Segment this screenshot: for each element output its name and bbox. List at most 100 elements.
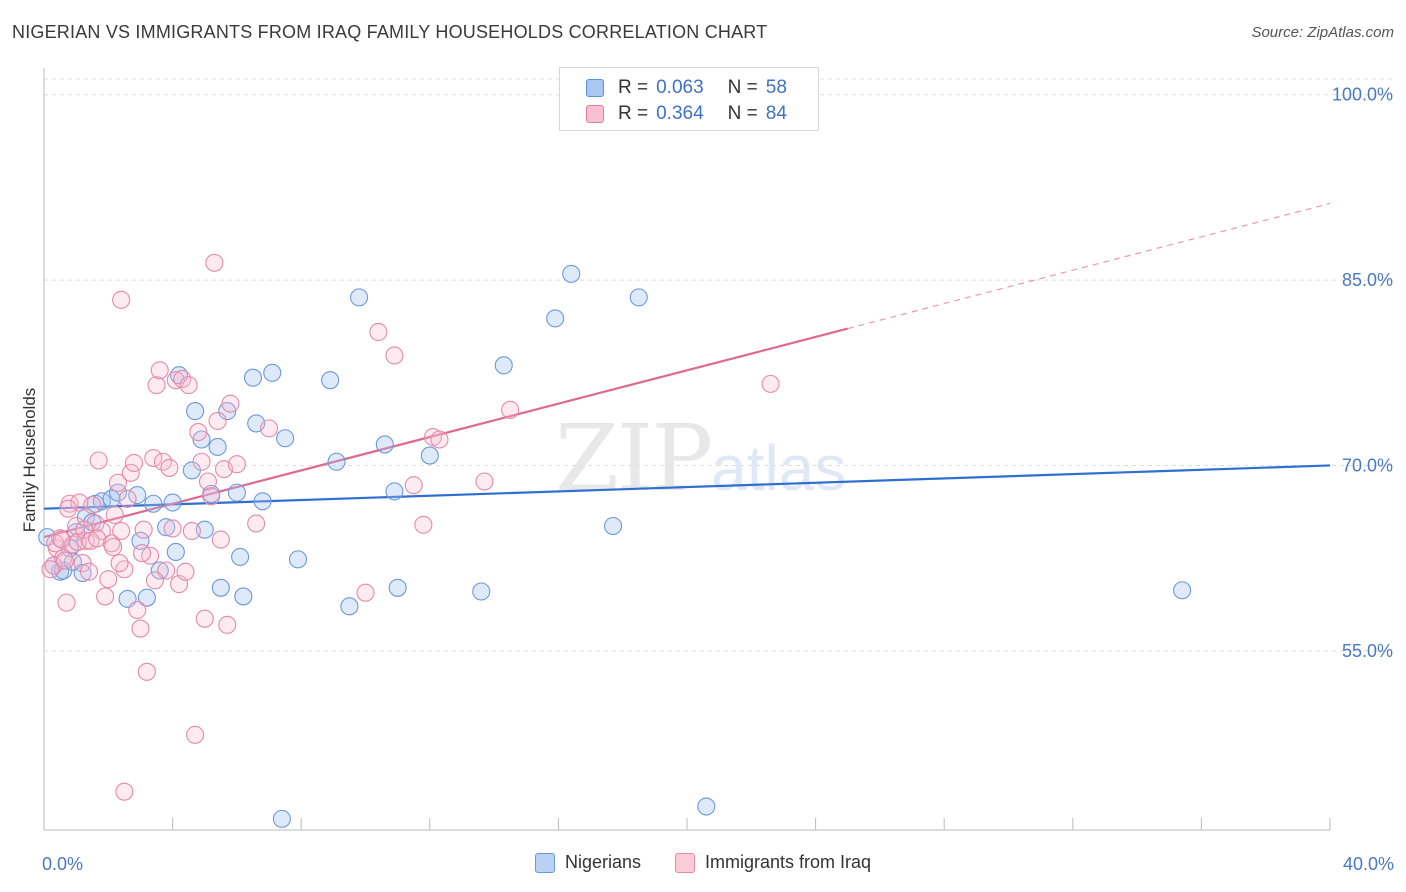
point-nigerians	[108, 483, 127, 502]
point-nigerians	[211, 578, 230, 597]
point-nigerians	[157, 518, 176, 537]
point-iraq	[430, 430, 449, 449]
point-nigerians	[1173, 581, 1192, 600]
point-iraq	[198, 472, 218, 491]
point-iraq	[192, 452, 211, 471]
point-iraq	[202, 487, 221, 506]
watermark-zip: ZIP	[555, 405, 713, 512]
point-iraq	[115, 782, 134, 801]
point-iraq	[163, 519, 182, 538]
point-iraq	[99, 570, 118, 589]
point-iraq	[475, 472, 494, 491]
y-tick-label: 70.0%	[1342, 455, 1393, 475]
point-nigerians	[128, 486, 147, 505]
point-iraq	[112, 290, 131, 309]
point-iraq	[205, 253, 224, 272]
point-iraq	[112, 521, 131, 540]
point-iraq	[124, 453, 144, 473]
point-iraq	[247, 514, 266, 533]
point-iraq	[41, 560, 60, 579]
point-iraq	[121, 463, 140, 482]
point-iraq	[385, 346, 404, 365]
n-label: N =	[727, 103, 758, 124]
r-label: R =	[618, 77, 649, 98]
point-nigerians	[163, 493, 182, 512]
point-iraq	[189, 423, 208, 442]
point-nigerians	[231, 547, 250, 566]
legend-item-nigerians[interactable]: Nigerians	[534, 852, 641, 873]
point-iraq	[110, 554, 129, 573]
point-iraq	[59, 499, 78, 518]
point-iraq	[211, 530, 230, 549]
point-iraq	[221, 394, 240, 413]
point-nigerians	[208, 437, 227, 456]
source-label: Source: ZipAtlas.com	[1251, 24, 1394, 41]
watermark-atlas: atlas	[711, 432, 847, 504]
point-iraq	[501, 400, 520, 419]
point-iraq	[104, 537, 123, 557]
y-tick-label: 85.0%	[1342, 270, 1393, 290]
point-iraq	[133, 544, 152, 563]
y-tick-label: 100.0%	[1332, 85, 1393, 105]
point-iraq	[83, 495, 102, 515]
series-legend: Nigerians Immigrants from Iraq	[0, 852, 1406, 873]
point-iraq	[150, 361, 169, 380]
r-value: 0.063	[656, 77, 704, 98]
correlation-legend: R = 0.063 N = 58 R = 0.364 N = 84	[559, 67, 819, 131]
point-iraq	[52, 530, 71, 549]
point-iraq	[128, 600, 147, 620]
point-nigerians	[195, 520, 214, 539]
legend-swatch-nigerians	[534, 852, 555, 873]
point-iraq	[96, 587, 115, 606]
x-tick-label: 40.0%	[1343, 854, 1394, 874]
legend-swatch-nigerians	[586, 79, 604, 97]
point-iraq	[57, 593, 76, 612]
point-nigerians	[385, 482, 404, 501]
point-iraq	[147, 376, 166, 395]
point-iraq	[208, 411, 227, 431]
trendline-nigerians	[43, 464, 1331, 510]
point-iraq	[414, 515, 433, 534]
point-iraq	[179, 376, 198, 395]
point-iraq	[105, 505, 124, 524]
point-iraq	[356, 583, 375, 602]
point-iraq	[227, 455, 246, 474]
point-iraq	[115, 560, 134, 579]
point-nigerians	[562, 264, 581, 283]
n-label: N =	[727, 77, 758, 98]
point-iraq	[195, 609, 214, 628]
r-label: R =	[618, 103, 649, 124]
legend-label-nigerians: Nigerians	[564, 852, 641, 872]
point-iraq	[137, 662, 156, 681]
point-nigerians	[697, 797, 716, 816]
point-nigerians	[227, 483, 246, 502]
point-iraq	[87, 529, 107, 548]
point-nigerians	[166, 542, 185, 562]
point-iraq	[160, 458, 179, 477]
legend-swatch-iraq	[675, 852, 695, 873]
point-nigerians	[288, 550, 308, 569]
point-iraq	[218, 615, 237, 634]
point-nigerians	[420, 446, 439, 465]
point-iraq	[134, 520, 153, 539]
point-nigerians	[546, 309, 565, 328]
point-nigerians	[340, 597, 359, 616]
point-nigerians	[73, 563, 92, 583]
n-value: 84	[765, 103, 787, 124]
point-iraq	[89, 451, 108, 470]
point-nigerians	[327, 452, 346, 471]
point-nigerians	[253, 492, 272, 511]
point-iraq	[186, 725, 205, 744]
legend-label-iraq: Immigrants from Iraq	[705, 852, 872, 872]
point-iraq	[75, 520, 94, 539]
point-nigerians	[186, 402, 205, 421]
point-nigerians	[144, 494, 163, 513]
trendline-iraq-extension	[847, 202, 1331, 330]
point-iraq	[131, 619, 150, 638]
legend-swatch-iraq	[586, 105, 604, 123]
point-iraq	[761, 374, 780, 393]
point-nigerians	[494, 356, 513, 375]
trendline-iraq	[43, 327, 849, 539]
point-nigerians	[234, 587, 253, 606]
legend-item-iraq[interactable]: Immigrants from Iraq	[675, 852, 871, 873]
